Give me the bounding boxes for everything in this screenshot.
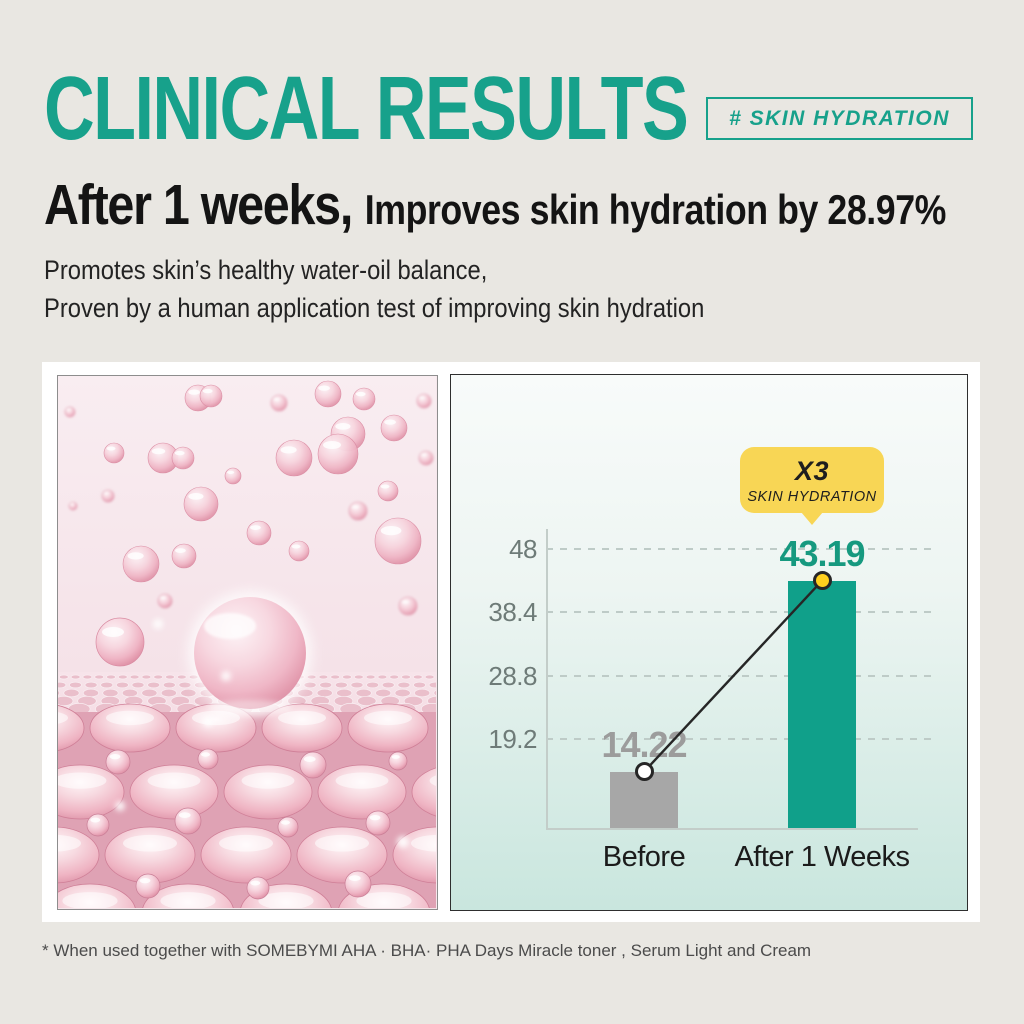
y-axis-line bbox=[546, 529, 548, 828]
description: Promotes skin’s healthy water-oil balanc… bbox=[44, 252, 704, 328]
hydration-chart-panel: 19.2 28.8 38.4 48 14.22 Before 43.19 After 1 We… bbox=[450, 374, 968, 911]
bar bbox=[788, 580, 856, 828]
page-title: CLINICAL RESULTS bbox=[44, 59, 689, 159]
description-line-2: Proven by a human application test of im… bbox=[44, 292, 705, 323]
hashtag-badge-label: # SKIN HYDRATION bbox=[729, 106, 950, 130]
headline-rest: Improves skin hydration by 28.97% bbox=[364, 186, 947, 233]
skin-moisture-illustration bbox=[58, 376, 437, 909]
x-baseline bbox=[546, 828, 918, 830]
x3-multiplier-label: X3 bbox=[794, 455, 830, 486]
y-gridline bbox=[546, 548, 931, 550]
y-tick-label: 19.2 bbox=[488, 723, 537, 754]
y-gridline bbox=[546, 674, 931, 677]
bar bbox=[610, 771, 678, 828]
bar-value-label: 43.19 bbox=[779, 532, 865, 574]
connector-line bbox=[643, 579, 823, 773]
bar-value-label: 14.22 bbox=[601, 723, 687, 765]
y-tick-label: 38.4 bbox=[488, 597, 537, 628]
headline-strong: After 1 weeks, bbox=[44, 173, 353, 237]
x-category-label: After 1 Weeks bbox=[734, 841, 910, 873]
after-marker-dot bbox=[812, 571, 832, 591]
y-gridline bbox=[546, 737, 931, 740]
y-tick-label: 28.8 bbox=[488, 660, 537, 691]
headline: After 1 weeks, Improves skin hydration b… bbox=[44, 172, 946, 238]
description-line-1: Promotes skin’s healthy water-oil balanc… bbox=[44, 255, 488, 285]
skin-moisture-photo bbox=[57, 375, 438, 910]
chart-plot: 19.2 28.8 38.4 48 14.22 Before 43.19 After 1 We… bbox=[451, 375, 967, 910]
y-tick-label: 48 bbox=[509, 534, 537, 564]
before-marker-dot bbox=[634, 762, 654, 782]
footnote: * When used together with SOMEBYMI AHA ·… bbox=[42, 941, 812, 960]
x-category-label: Before bbox=[602, 841, 686, 873]
hashtag-badge: # SKIN HYDRATION bbox=[706, 97, 973, 140]
x3-callout-bubble: X3 SKIN HYDRATION bbox=[740, 447, 884, 513]
y-gridline bbox=[546, 611, 931, 614]
x3-sub-label: SKIN HYDRATION bbox=[747, 488, 877, 505]
